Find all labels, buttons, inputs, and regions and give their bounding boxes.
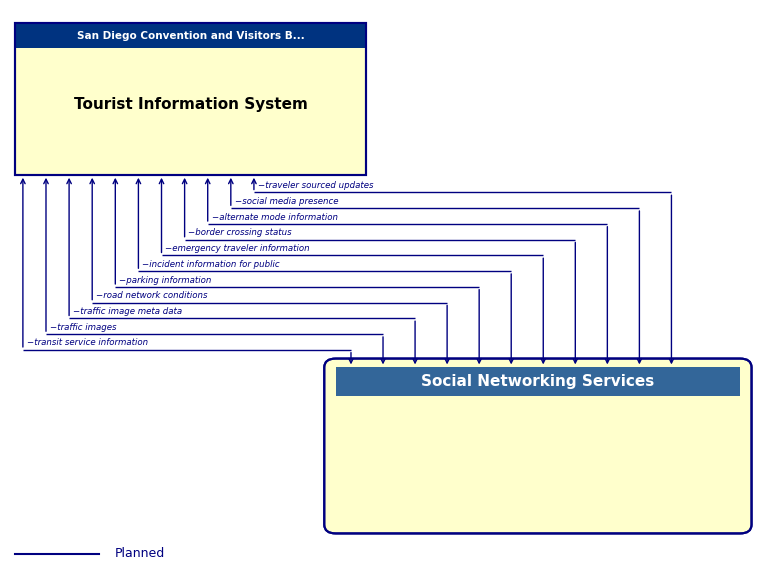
FancyBboxPatch shape	[324, 359, 752, 533]
Text: −parking information: −parking information	[119, 276, 211, 285]
Text: −traffic images: −traffic images	[50, 323, 116, 332]
Text: −incident information for public: −incident information for public	[142, 260, 280, 269]
Text: San Diego Convention and Visitors B...: San Diego Convention and Visitors B...	[77, 30, 304, 41]
Text: −emergency traveler information: −emergency traveler information	[166, 244, 310, 253]
Text: −transit service information: −transit service information	[27, 339, 148, 347]
Text: Social Networking Services: Social Networking Services	[421, 374, 655, 389]
FancyBboxPatch shape	[15, 23, 366, 48]
Text: −border crossing status: −border crossing status	[188, 229, 292, 237]
FancyBboxPatch shape	[336, 367, 740, 396]
Text: −alternate mode information: −alternate mode information	[211, 213, 337, 222]
Text: −traveler sourced updates: −traveler sourced updates	[258, 181, 373, 190]
Text: −road network conditions: −road network conditions	[96, 292, 208, 300]
FancyBboxPatch shape	[15, 23, 366, 175]
Text: Planned: Planned	[114, 547, 165, 560]
Text: −traffic image meta data: −traffic image meta data	[73, 307, 182, 316]
Text: −social media presence: −social media presence	[235, 197, 338, 206]
Text: Tourist Information System: Tourist Information System	[74, 97, 307, 113]
